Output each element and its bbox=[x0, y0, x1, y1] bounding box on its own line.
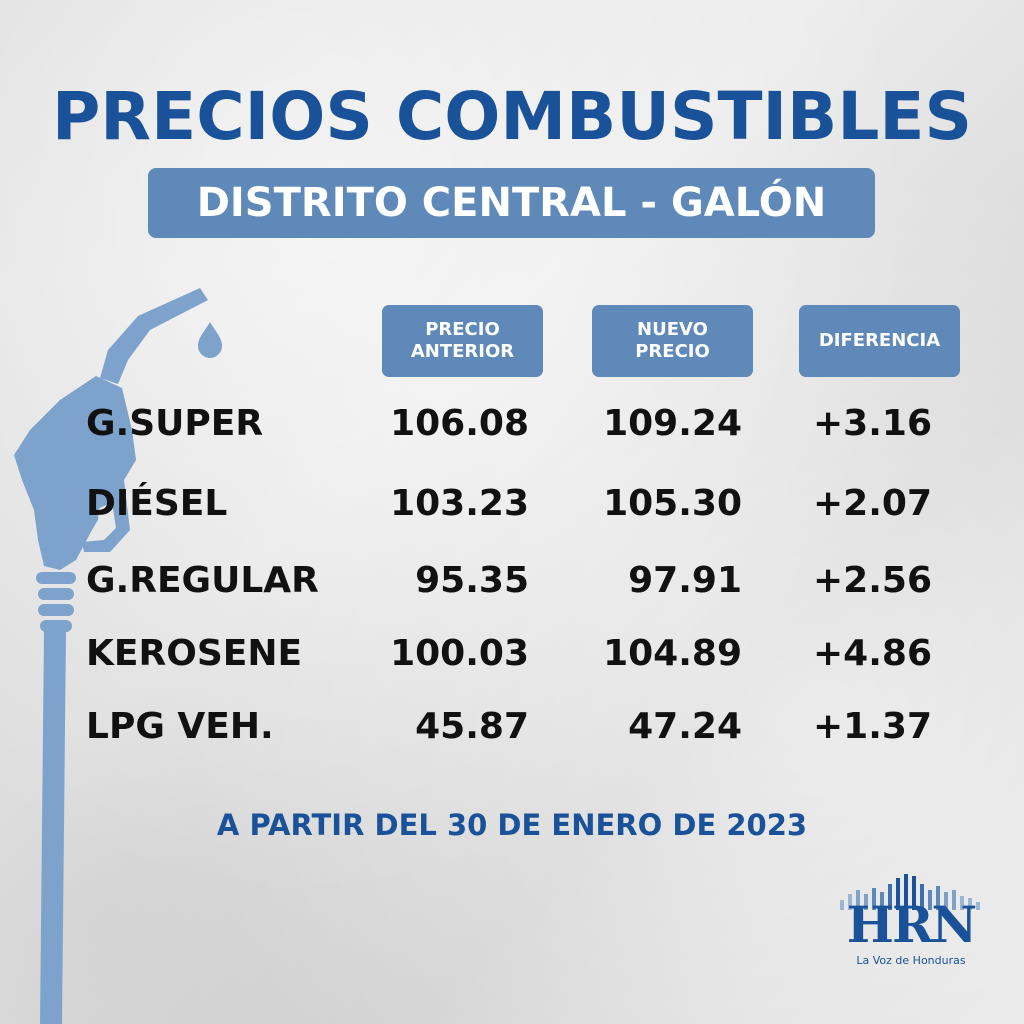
column-header-line2: ANTERIOR bbox=[410, 341, 515, 362]
previous-price: 100.03 bbox=[390, 633, 529, 674]
previous-price: 95.35 bbox=[415, 560, 529, 601]
new-price: 97.91 bbox=[628, 560, 742, 601]
price-difference: +4.86 bbox=[813, 633, 932, 674]
table-row: G.REGULAR 95.35 97.91 +2.56 bbox=[0, 560, 1024, 610]
column-header-new-price: NUEVO PRECIO bbox=[592, 305, 753, 377]
table-row: KEROSENE 100.03 104.89 +4.86 bbox=[0, 633, 1024, 683]
fuel-name: KEROSENE bbox=[86, 633, 303, 674]
fuel-name: G.SUPER bbox=[86, 403, 264, 444]
new-price: 104.89 bbox=[603, 633, 742, 674]
table-row: LPG VEH. 45.87 47.24 +1.37 bbox=[0, 706, 1024, 756]
column-header-difference: DIFERENCIA bbox=[799, 305, 960, 377]
fuel-name: LPG VEH. bbox=[86, 706, 274, 747]
fuel-nozzle-icon bbox=[14, 288, 222, 1024]
subtitle: DISTRITO CENTRAL - GALÓN bbox=[196, 180, 827, 226]
column-header-line1: DIFERENCIA bbox=[818, 330, 941, 351]
column-header-previous-price: PRECIO ANTERIOR bbox=[382, 305, 543, 377]
price-difference: +3.16 bbox=[813, 403, 932, 444]
equalizer-bars-icon bbox=[840, 874, 980, 910]
logo-wordmark: HRN bbox=[846, 895, 978, 954]
table-row: G.SUPER 106.08 109.24 +3.16 bbox=[0, 403, 1024, 453]
logo-tagline: La Voz de Honduras bbox=[856, 954, 966, 967]
effective-date: A PARTIR DEL 30 DE ENERO DE 2023 bbox=[216, 808, 808, 842]
fuel-name: G.REGULAR bbox=[86, 560, 319, 601]
hrn-logo: HRN La Voz de Honduras bbox=[836, 870, 986, 980]
column-header-line2: PRECIO bbox=[635, 341, 710, 362]
price-difference: +2.56 bbox=[813, 560, 932, 601]
previous-price: 106.08 bbox=[390, 403, 529, 444]
page-title: PRECIOS COMBUSTIBLES bbox=[51, 78, 973, 155]
new-price: 109.24 bbox=[603, 403, 742, 444]
price-difference: +2.07 bbox=[813, 483, 932, 524]
previous-price: 103.23 bbox=[390, 483, 529, 524]
column-header-line1: PRECIO bbox=[425, 319, 500, 340]
new-price: 105.30 bbox=[603, 483, 742, 524]
price-difference: +1.37 bbox=[813, 706, 932, 747]
column-header-line1: NUEVO bbox=[637, 319, 708, 340]
table-row: DIÉSEL 103.23 105.30 +2.07 bbox=[0, 483, 1024, 533]
subtitle-banner: DISTRITO CENTRAL - GALÓN bbox=[148, 168, 875, 238]
new-price: 47.24 bbox=[628, 706, 742, 747]
fuel-name: DIÉSEL bbox=[86, 483, 228, 524]
previous-price: 45.87 bbox=[415, 706, 529, 747]
